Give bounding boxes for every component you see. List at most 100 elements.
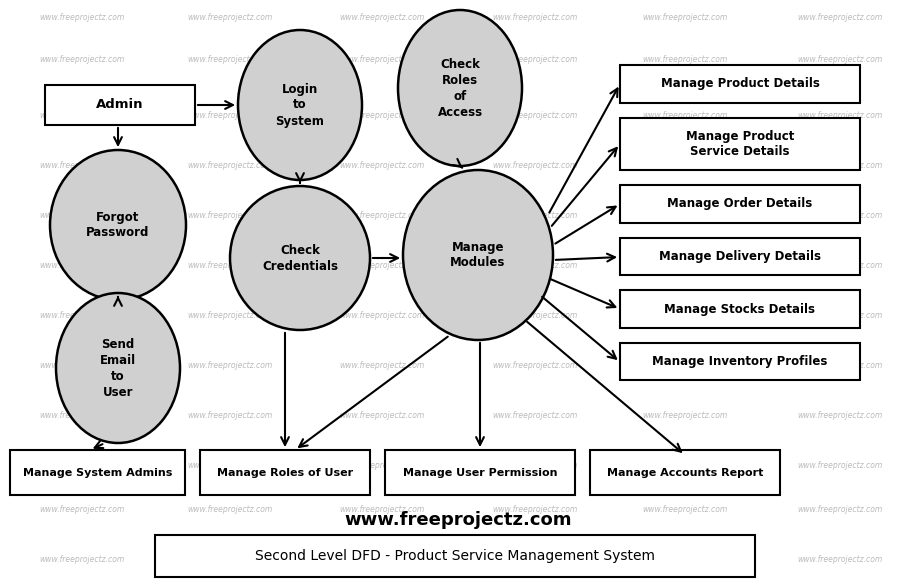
Text: www.freeprojectz.com: www.freeprojectz.com — [39, 311, 125, 319]
Bar — [620, 185, 860, 223]
Ellipse shape — [238, 30, 362, 180]
Text: Second Level DFD - Product Service Management System: Second Level DFD - Product Service Manag… — [255, 549, 655, 563]
Text: www.freeprojectz.com: www.freeprojectz.com — [642, 160, 727, 170]
Text: www.freeprojectz.com: www.freeprojectz.com — [493, 360, 578, 369]
Text: www.freeprojectz.com: www.freeprojectz.com — [188, 460, 273, 470]
Text: Check
Roles
of
Access: Check Roles of Access — [438, 58, 483, 119]
Text: Manage Order Details: Manage Order Details — [668, 197, 812, 211]
Text: www.freeprojectz.com: www.freeprojectz.com — [339, 56, 425, 65]
Text: www.freeprojectz.com: www.freeprojectz.com — [797, 410, 883, 420]
Text: Forgot
Password: Forgot Password — [86, 211, 149, 239]
Ellipse shape — [56, 293, 180, 443]
Text: www.freeprojectz.com: www.freeprojectz.com — [39, 261, 125, 269]
Text: www.freeprojectz.com: www.freeprojectz.com — [188, 211, 273, 220]
Text: www.freeprojectz.com: www.freeprojectz.com — [339, 311, 425, 319]
Bar — [385, 450, 575, 495]
Text: www.freeprojectz.com: www.freeprojectz.com — [797, 160, 883, 170]
Text: www.freeprojectz.com: www.freeprojectz.com — [188, 261, 273, 269]
Text: www.freeprojectz.com: www.freeprojectz.com — [493, 311, 578, 319]
Text: www.freeprojectz.com: www.freeprojectz.com — [339, 460, 425, 470]
Text: www.freeprojectz.com: www.freeprojectz.com — [642, 261, 727, 269]
Text: Manage Inventory Profiles: Manage Inventory Profiles — [652, 355, 828, 368]
Bar — [10, 450, 185, 495]
Text: www.freeprojectz.com: www.freeprojectz.com — [188, 311, 273, 319]
Ellipse shape — [403, 170, 553, 340]
Text: www.freeprojectz.com: www.freeprojectz.com — [797, 360, 883, 369]
Text: www.freeprojectz.com: www.freeprojectz.com — [39, 555, 125, 565]
Text: www.freeprojectz.com: www.freeprojectz.com — [339, 14, 425, 22]
Text: www.freeprojectz.com: www.freeprojectz.com — [642, 410, 727, 420]
Text: www.freeprojectz.com: www.freeprojectz.com — [39, 56, 125, 65]
Text: Login
to
System: Login to System — [276, 83, 324, 127]
Bar — [620, 65, 860, 103]
Text: www.freeprojectz.com: www.freeprojectz.com — [188, 360, 273, 369]
Bar — [45, 85, 195, 125]
Text: www.freeprojectz.com: www.freeprojectz.com — [493, 555, 578, 565]
Text: www.freeprojectz.com: www.freeprojectz.com — [797, 56, 883, 65]
Text: www.freeprojectz.com: www.freeprojectz.com — [339, 261, 425, 269]
Text: www.freeprojectz.com: www.freeprojectz.com — [339, 160, 425, 170]
Text: www.freeprojectz.com: www.freeprojectz.com — [188, 555, 273, 565]
Bar — [620, 290, 860, 328]
Text: www.freeprojectz.com: www.freeprojectz.com — [642, 14, 727, 22]
Text: www.freeprojectz.com: www.freeprojectz.com — [39, 160, 125, 170]
Text: www.freeprojectz.com: www.freeprojectz.com — [493, 14, 578, 22]
Text: www.freeprojectz.com: www.freeprojectz.com — [339, 410, 425, 420]
Text: www.freeprojectz.com: www.freeprojectz.com — [642, 110, 727, 120]
Bar — [200, 450, 370, 495]
Text: Manage System Admins: Manage System Admins — [23, 467, 172, 477]
Ellipse shape — [230, 186, 370, 330]
Text: www.freeprojectz.com: www.freeprojectz.com — [797, 211, 883, 220]
Bar — [590, 450, 780, 495]
Text: www.freeprojectz.com: www.freeprojectz.com — [493, 410, 578, 420]
Text: www.freeprojectz.com: www.freeprojectz.com — [642, 505, 727, 514]
Text: www.freeprojectz.com: www.freeprojectz.com — [797, 261, 883, 269]
Text: www.freeprojectz.com: www.freeprojectz.com — [188, 14, 273, 22]
Text: www.freeprojectz.com: www.freeprojectz.com — [797, 555, 883, 565]
Text: www.freeprojectz.com: www.freeprojectz.com — [642, 56, 727, 65]
Text: www.freeprojectz.com: www.freeprojectz.com — [188, 160, 273, 170]
Text: www.freeprojectz.com: www.freeprojectz.com — [339, 360, 425, 369]
Bar — [620, 118, 860, 170]
Text: www.freeprojectz.com: www.freeprojectz.com — [39, 505, 125, 514]
Text: www.freeprojectz.com: www.freeprojectz.com — [642, 555, 727, 565]
Text: www.freeprojectz.com: www.freeprojectz.com — [188, 56, 273, 65]
Text: www.freeprojectz.com: www.freeprojectz.com — [493, 460, 578, 470]
Text: Manage Product
Service Details: Manage Product Service Details — [686, 130, 794, 158]
Text: www.freeprojectz.com: www.freeprojectz.com — [642, 360, 727, 369]
Text: Manage Accounts Report: Manage Accounts Report — [606, 467, 763, 477]
Text: www.freeprojectz.com: www.freeprojectz.com — [339, 211, 425, 220]
Text: Check
Credentials: Check Credentials — [262, 244, 338, 272]
Text: Manage Delivery Details: Manage Delivery Details — [659, 250, 821, 263]
Text: www.freeprojectz.com: www.freeprojectz.com — [39, 211, 125, 220]
Text: www.freeprojectz.com: www.freeprojectz.com — [188, 505, 273, 514]
Bar — [620, 343, 860, 380]
Text: www.freeprojectz.com: www.freeprojectz.com — [344, 511, 572, 529]
Text: www.freeprojectz.com: www.freeprojectz.com — [339, 555, 425, 565]
Text: Admin: Admin — [96, 99, 144, 112]
Text: Manage Product Details: Manage Product Details — [660, 77, 820, 90]
Text: www.freeprojectz.com: www.freeprojectz.com — [188, 410, 273, 420]
Text: www.freeprojectz.com: www.freeprojectz.com — [797, 505, 883, 514]
Text: www.freeprojectz.com: www.freeprojectz.com — [493, 261, 578, 269]
Text: www.freeprojectz.com: www.freeprojectz.com — [188, 110, 273, 120]
Text: www.freeprojectz.com: www.freeprojectz.com — [642, 460, 727, 470]
Ellipse shape — [398, 10, 522, 166]
Text: www.freeprojectz.com: www.freeprojectz.com — [797, 460, 883, 470]
Text: www.freeprojectz.com: www.freeprojectz.com — [797, 14, 883, 22]
Text: www.freeprojectz.com: www.freeprojectz.com — [797, 311, 883, 319]
Text: Send
Email
to
User: Send Email to User — [100, 338, 136, 399]
Text: www.freeprojectz.com: www.freeprojectz.com — [797, 110, 883, 120]
Text: www.freeprojectz.com: www.freeprojectz.com — [493, 110, 578, 120]
Text: www.freeprojectz.com: www.freeprojectz.com — [339, 505, 425, 514]
Text: www.freeprojectz.com: www.freeprojectz.com — [493, 160, 578, 170]
Text: Manage User Permission: Manage User Permission — [403, 467, 557, 477]
Text: www.freeprojectz.com: www.freeprojectz.com — [493, 211, 578, 220]
Text: www.freeprojectz.com: www.freeprojectz.com — [39, 460, 125, 470]
Text: www.freeprojectz.com: www.freeprojectz.com — [642, 311, 727, 319]
Text: www.freeprojectz.com: www.freeprojectz.com — [39, 410, 125, 420]
Bar — [155, 535, 755, 577]
Bar — [620, 238, 860, 275]
Text: www.freeprojectz.com: www.freeprojectz.com — [642, 211, 727, 220]
Ellipse shape — [50, 150, 186, 300]
